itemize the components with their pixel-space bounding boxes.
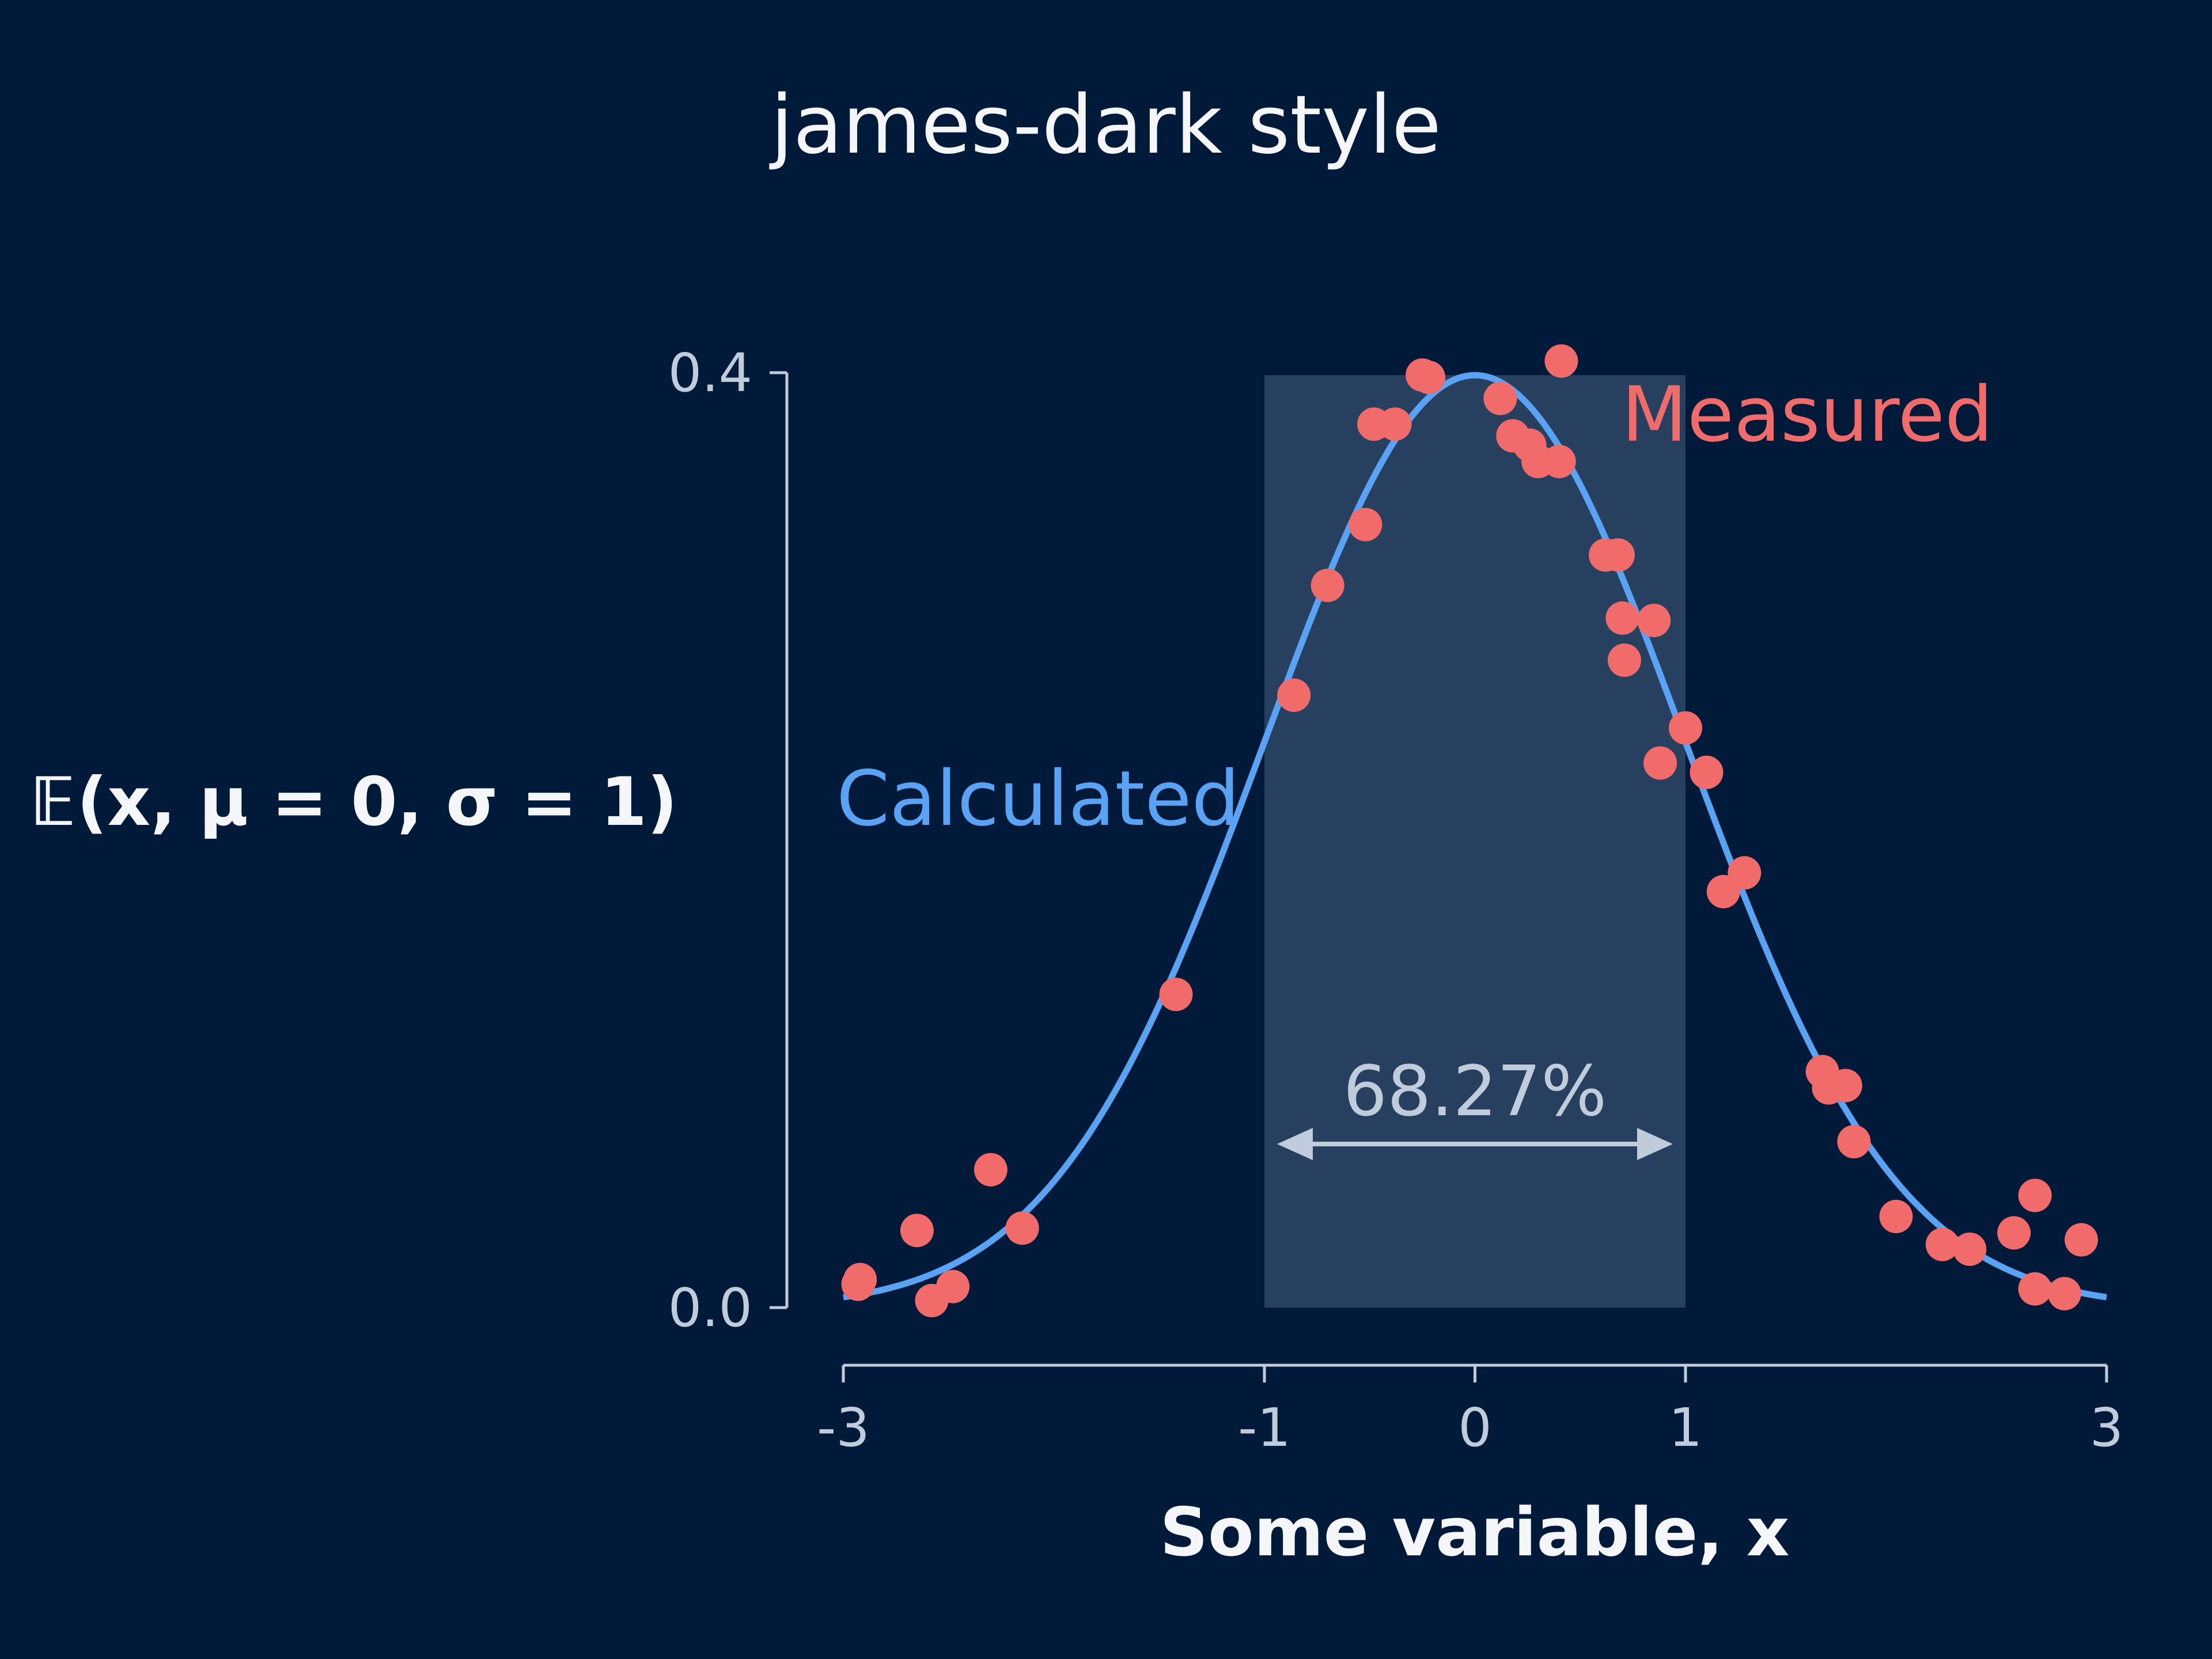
measured-point xyxy=(1544,344,1578,378)
y-tick-label: 0.0 xyxy=(668,1277,752,1339)
measured-point xyxy=(1643,746,1677,780)
measured-point xyxy=(1837,1124,1871,1158)
measured-point xyxy=(974,1153,1007,1187)
measured-point xyxy=(1159,978,1193,1012)
measured-point xyxy=(1605,601,1639,635)
measured-point xyxy=(1669,711,1702,745)
calculated-line xyxy=(843,372,2107,1301)
range-arrow-left-head xyxy=(1277,1127,1313,1160)
chart-title: james-dark style xyxy=(769,78,1441,172)
measured-point xyxy=(1542,445,1576,479)
measured-point xyxy=(1690,755,1724,789)
x-tick-label: -1 xyxy=(1238,1397,1291,1459)
measured-point xyxy=(2018,1272,2052,1306)
measured-point xyxy=(2018,1179,2052,1213)
measured-point xyxy=(841,1267,875,1301)
measured-point xyxy=(2065,1223,2099,1257)
measured-point xyxy=(1483,381,1517,415)
x-axis-label: Some variable, x xyxy=(1160,1494,1789,1571)
measured-points-layer xyxy=(841,344,2099,1317)
measured-point xyxy=(900,1214,934,1248)
x-axis: -3 -1 0 1 3 xyxy=(817,1363,2124,1459)
measured-point xyxy=(1378,407,1412,441)
measured-point xyxy=(1879,1199,1913,1233)
measured-point xyxy=(1608,643,1641,677)
measured-point xyxy=(1601,538,1635,572)
measured-point xyxy=(2047,1277,2081,1310)
shaded-band-layer xyxy=(1264,375,1685,1308)
measured-point xyxy=(1637,604,1671,638)
x-tick-label: 1 xyxy=(1669,1397,1703,1459)
y-tick-label: 0.4 xyxy=(668,342,752,404)
calculated-curve-layer xyxy=(843,372,2107,1301)
x-tick-label: -3 xyxy=(817,1397,870,1459)
annotation-layer: 68.27% xyxy=(1277,1052,1673,1160)
calculated-series-label: Calculated xyxy=(836,755,1240,843)
measured-point xyxy=(1997,1216,2031,1250)
y-axis-label: 𝔼(x, μ = 0, σ = 1) xyxy=(31,763,677,841)
measured-point xyxy=(936,1270,970,1304)
x-tick-label: 0 xyxy=(1458,1397,1492,1459)
measured-series-label: Measured xyxy=(1622,370,1993,459)
measured-point xyxy=(1828,1069,1862,1103)
y-axis: 0.0 0.4 xyxy=(668,342,789,1339)
measured-point xyxy=(1005,1211,1039,1245)
measured-point xyxy=(1310,569,1344,603)
range-arrow-right-head xyxy=(1637,1127,1673,1160)
measured-point xyxy=(1277,678,1311,712)
measured-point xyxy=(1925,1228,1959,1262)
measured-point xyxy=(1349,507,1382,541)
measured-point xyxy=(1728,856,1762,890)
shaded-band xyxy=(1264,375,1685,1308)
x-tick-label: 3 xyxy=(2090,1397,2124,1459)
measured-point xyxy=(1953,1232,1987,1266)
measured-point xyxy=(1412,361,1446,395)
range-percentage-label: 68.27% xyxy=(1343,1052,1607,1132)
